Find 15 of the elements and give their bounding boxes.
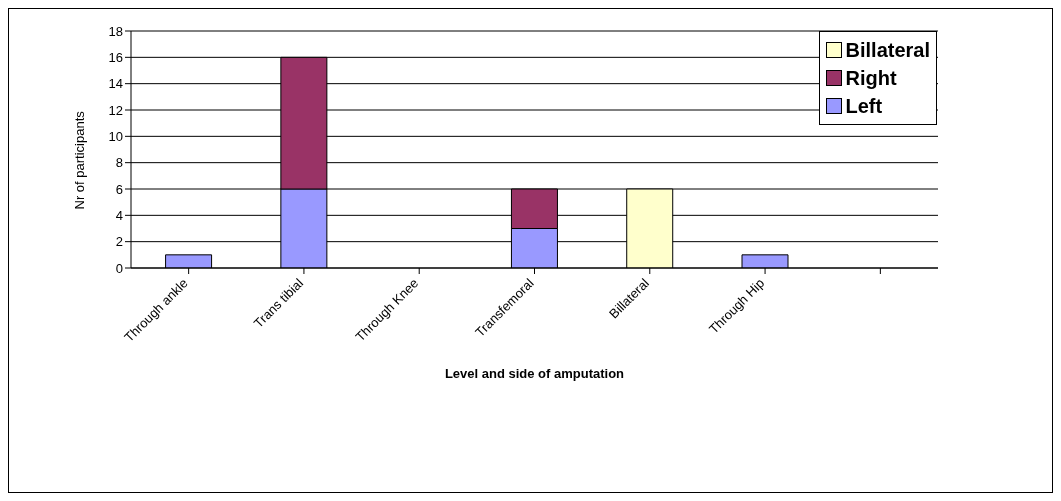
legend-label: Left: [845, 94, 883, 119]
y-axis-title: Nr of participants: [71, 110, 87, 210]
y-tick-label: 12: [108, 102, 123, 118]
legend-label: Right: [845, 66, 897, 91]
y-tick-label: 18: [108, 23, 123, 39]
y-tick-label: 0: [115, 260, 123, 276]
y-tick-label: 4: [115, 207, 123, 223]
legend-label: Billateral: [845, 38, 930, 63]
y-tick-label: 14: [108, 76, 123, 92]
y-tick-label: 2: [115, 234, 123, 250]
y-tick-label: 6: [115, 181, 123, 197]
y-tick-label: 16: [108, 49, 123, 65]
y-tick-label: 10: [108, 128, 123, 144]
x-axis-title: Level and side of amputation: [444, 366, 625, 381]
y-tick-label: 8: [115, 155, 123, 171]
